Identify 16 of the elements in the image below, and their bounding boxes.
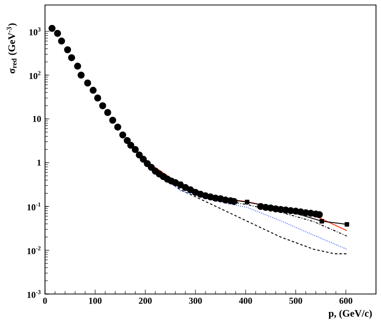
y-tick-label: 10$^{-3}$ [27, 290, 41, 298]
y-tick-label: 10 [32, 116, 41, 122]
y-axis-title: σ$_{red}$ (GeV$^{-3}$) [6, 23, 18, 74]
x-tick-label: 400 [238, 298, 252, 304]
x-tick-label: 100 [89, 298, 102, 304]
y-tick-label: 1 [37, 160, 41, 166]
y-tick-label: 10$^{2}$ [29, 71, 41, 80]
x-tick-label: 0 [43, 298, 47, 304]
x-tick-label: 300 [189, 298, 202, 304]
y-tick-label: 10$^{-2}$ [27, 246, 41, 254]
x-tick-label: 200 [138, 298, 152, 304]
x-tick-label: 600 [339, 298, 352, 304]
y-tick-label: 10$^{3}$ [29, 27, 41, 36]
y-tick-label: 10$^{-1}$ [27, 202, 40, 210]
x-axis-title: p, (GeV/c) [328, 310, 372, 319]
x-tick-label: 500 [289, 298, 302, 304]
